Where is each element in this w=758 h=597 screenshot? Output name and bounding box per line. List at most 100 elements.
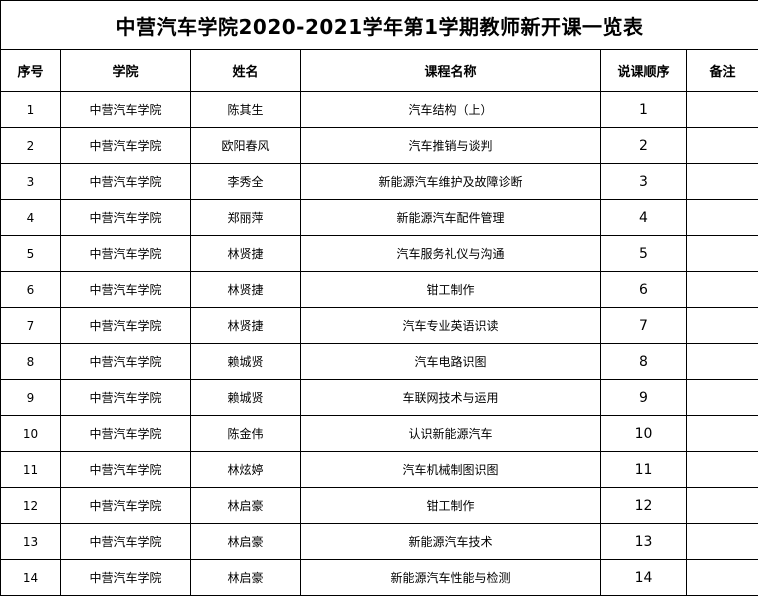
cell-course: 钳工制作	[300, 271, 601, 308]
cell-college: 中营汽车学院	[60, 127, 191, 164]
cell-course: 认识新能源汽车	[300, 415, 601, 452]
cell-name: 赖城贤	[190, 379, 301, 416]
cell-note	[685, 343, 758, 380]
cell-name: 赖城贤	[190, 343, 301, 380]
table-row: 10 中营汽车学院 陈金伟 认识新能源汽车 10	[0, 415, 758, 452]
table-row: 5 中营汽车学院 林贤捷 汽车服务礼仪与沟通 5	[0, 235, 758, 272]
header-note: 备注	[685, 49, 758, 92]
cell-order: 3	[600, 163, 687, 200]
cell-name: 林贤捷	[190, 307, 301, 344]
cell-order: 7	[600, 307, 687, 344]
cell-course: 汽车专业英语识读	[300, 307, 601, 344]
cell-college: 中营汽车学院	[60, 559, 191, 596]
cell-name: 陈金伟	[190, 415, 301, 452]
cell-no: 12	[0, 487, 61, 524]
cell-note	[685, 559, 758, 596]
header-order: 说课顺序	[600, 49, 687, 92]
cell-course: 钳工制作	[300, 487, 601, 524]
cell-no: 5	[0, 235, 61, 272]
cell-order: 12	[600, 487, 687, 524]
cell-college: 中营汽车学院	[60, 379, 191, 416]
cell-order: 13	[600, 523, 687, 560]
table-row: 13 中营汽车学院 林启豪 新能源汽车技术 13	[0, 523, 758, 560]
cell-name: 林启豪	[190, 559, 301, 596]
cell-college: 中营汽车学院	[60, 199, 191, 236]
table-row: 3 中营汽车学院 李秀全 新能源汽车维护及故障诊断 3	[0, 163, 758, 200]
table-row: 9 中营汽车学院 赖城贤 车联网技术与运用 9	[0, 379, 758, 416]
cell-college: 中营汽车学院	[60, 523, 191, 560]
cell-college: 中营汽车学院	[60, 91, 191, 128]
cell-note	[685, 271, 758, 308]
cell-course: 汽车电路识图	[300, 343, 601, 380]
cell-order: 9	[600, 379, 687, 416]
cell-note	[685, 91, 758, 128]
table-row: 7 中营汽车学院 林贤捷 汽车专业英语识读 7	[0, 307, 758, 344]
cell-no: 13	[0, 523, 61, 560]
cell-no: 11	[0, 451, 61, 488]
table-row: 4 中营汽车学院 郑丽萍 新能源汽车配件管理 4	[0, 199, 758, 236]
header-name: 姓名	[190, 49, 301, 92]
cell-note	[685, 235, 758, 272]
cell-order: 11	[600, 451, 687, 488]
header-college: 学院	[60, 49, 191, 92]
cell-college: 中营汽车学院	[60, 415, 191, 452]
cell-name: 林炫婷	[190, 451, 301, 488]
cell-order: 14	[600, 559, 687, 596]
cell-course: 车联网技术与运用	[300, 379, 601, 416]
table-row: 2 中营汽车学院 欧阳春风 汽车推销与谈判 2	[0, 127, 758, 164]
cell-name: 林启豪	[190, 523, 301, 560]
cell-order: 2	[600, 127, 687, 164]
cell-note	[685, 127, 758, 164]
table-row: 12 中营汽车学院 林启豪 钳工制作 12	[0, 487, 758, 524]
cell-order: 5	[600, 235, 687, 272]
cell-order: 6	[600, 271, 687, 308]
cell-name: 林启豪	[190, 487, 301, 524]
cell-name: 林贤捷	[190, 271, 301, 308]
cell-name: 郑丽萍	[190, 199, 301, 236]
cell-no: 14	[0, 559, 61, 596]
cell-no: 4	[0, 199, 61, 236]
header-no: 序号	[0, 49, 61, 92]
cell-no: 10	[0, 415, 61, 452]
table-title: 中营汽车学院2020-2021学年第1学期教师新开课一览表	[0, 0, 758, 50]
cell-no: 3	[0, 163, 61, 200]
cell-college: 中营汽车学院	[60, 271, 191, 308]
cell-college: 中营汽车学院	[60, 451, 191, 488]
cell-no: 2	[0, 127, 61, 164]
cell-no: 7	[0, 307, 61, 344]
cell-course: 新能源汽车配件管理	[300, 199, 601, 236]
table-row: 6 中营汽车学院 林贤捷 钳工制作 6	[0, 271, 758, 308]
cell-name: 欧阳春风	[190, 127, 301, 164]
cell-order: 8	[600, 343, 687, 380]
cell-note	[685, 163, 758, 200]
cell-note	[685, 379, 758, 416]
cell-order: 1	[600, 91, 687, 128]
cell-no: 6	[0, 271, 61, 308]
cell-college: 中营汽车学院	[60, 487, 191, 524]
cell-no: 9	[0, 379, 61, 416]
cell-course: 汽车推销与谈判	[300, 127, 601, 164]
table-row: 8 中营汽车学院 赖城贤 汽车电路识图 8	[0, 343, 758, 380]
cell-course: 新能源汽车技术	[300, 523, 601, 560]
cell-no: 8	[0, 343, 61, 380]
cell-course: 汽车机械制图识图	[300, 451, 601, 488]
table-row: 1 中营汽车学院 陈其生 汽车结构（上） 1	[0, 91, 758, 128]
cell-college: 中营汽车学院	[60, 307, 191, 344]
table-row: 11 中营汽车学院 林炫婷 汽车机械制图识图 11	[0, 451, 758, 488]
cell-note	[685, 487, 758, 524]
cell-college: 中营汽车学院	[60, 343, 191, 380]
cell-name: 陈其生	[190, 91, 301, 128]
cell-course: 新能源汽车维护及故障诊断	[300, 163, 601, 200]
table-row: 14 中营汽车学院 林启豪 新能源汽车性能与检测 14	[0, 559, 758, 596]
cell-college: 中营汽车学院	[60, 163, 191, 200]
cell-note	[685, 307, 758, 344]
cell-college: 中营汽车学院	[60, 235, 191, 272]
cell-note	[685, 451, 758, 488]
cell-note	[685, 199, 758, 236]
cell-course: 汽车结构（上）	[300, 91, 601, 128]
cell-order: 10	[600, 415, 687, 452]
cell-course: 汽车服务礼仪与沟通	[300, 235, 601, 272]
cell-name: 林贤捷	[190, 235, 301, 272]
cell-no: 1	[0, 91, 61, 128]
